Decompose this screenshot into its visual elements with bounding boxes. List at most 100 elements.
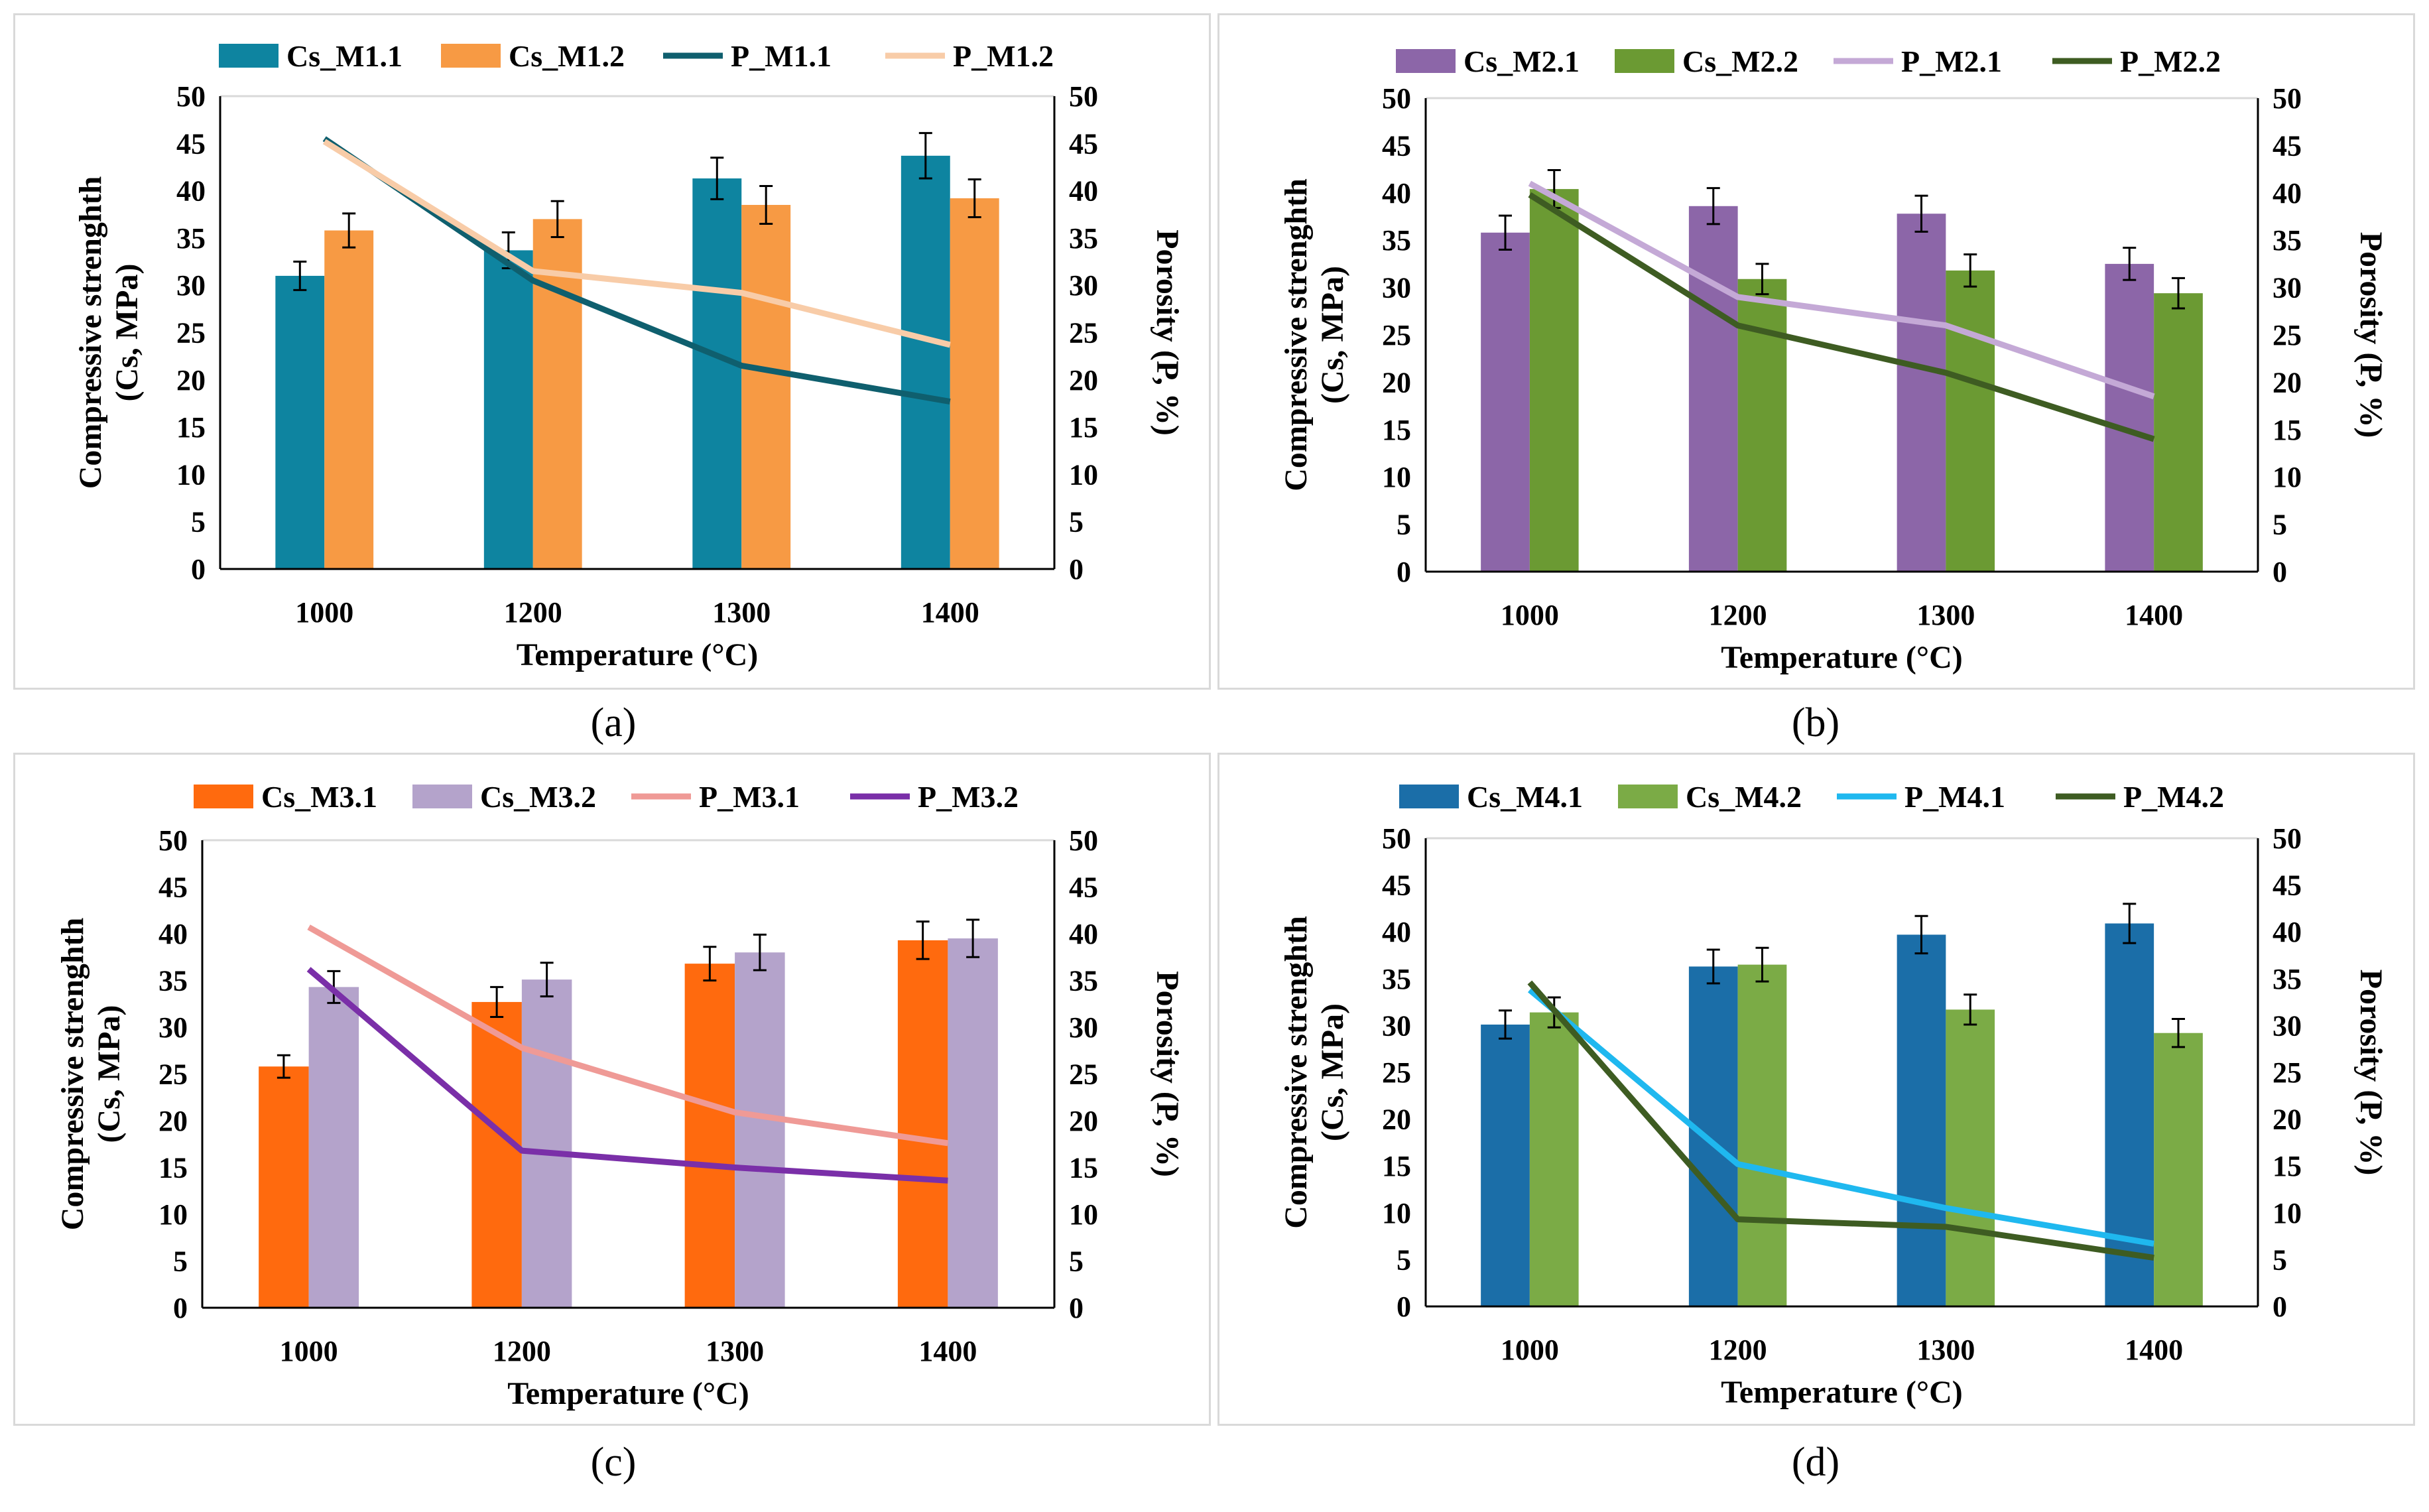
- x-tick-label: 1000: [1501, 599, 1559, 631]
- x-tick-label: 1300: [706, 1335, 764, 1367]
- y-tick-label-left: 40: [1382, 916, 1411, 948]
- y-tick-label-left: 30: [158, 1011, 188, 1044]
- y-tick-label-left: 40: [176, 175, 206, 208]
- x-axis-title: Temperature (°C): [517, 637, 758, 672]
- panel-b-frame: [1217, 13, 2415, 690]
- x-axis-title: Temperature (°C): [1721, 1375, 1962, 1410]
- y-tick-label-left: 45: [1382, 869, 1411, 902]
- y-tick-label-left: 25: [1382, 1056, 1411, 1089]
- y-tick-label-left: 45: [158, 871, 188, 904]
- caption-d: (d): [1791, 1440, 1840, 1485]
- y-tick-label-right: 15: [1069, 1152, 1098, 1184]
- y-tick-label-left: 40: [158, 918, 188, 950]
- legend-label: P_M1.2: [953, 39, 1054, 73]
- y-tick-label-left: 35: [158, 965, 188, 997]
- x-tick-label: 1400: [921, 596, 979, 629]
- y-tick-label-left: 10: [1382, 1197, 1411, 1229]
- legend-label: P_M4.1: [1904, 780, 2005, 814]
- y-tick-label-right: 5: [1069, 506, 1084, 538]
- y-tick-label-right: 20: [2273, 1103, 2302, 1136]
- bar: [1481, 1024, 1530, 1306]
- bar: [1529, 189, 1579, 572]
- y-tick-label-left: 15: [1382, 1150, 1411, 1182]
- legend-swatch: [194, 785, 253, 808]
- y-tick-label-left: 50: [1382, 82, 1411, 115]
- series-line: [1527, 987, 2154, 1247]
- y-tick-label-left: 15: [158, 1152, 188, 1184]
- y-tick-label-left: 10: [1382, 461, 1411, 493]
- y-tick-label-right: 0: [2273, 1291, 2287, 1323]
- caption-c: (c): [590, 1440, 637, 1485]
- bar: [1897, 934, 1946, 1306]
- y2-axis-title: Porosity (P, %): [1150, 229, 1185, 436]
- y-tick-label-left: 10: [158, 1198, 188, 1231]
- series-line: [1527, 980, 2154, 1261]
- bar: [1946, 1009, 1995, 1306]
- y-axis-title-line1: Compressive strenghth: [1278, 178, 1314, 491]
- y-tick-label-left: 20: [176, 364, 206, 397]
- y-tick-label-right: 25: [1069, 1058, 1098, 1091]
- x-axis-title: Temperature (°C): [1721, 640, 1962, 675]
- x-tick-label: 1300: [1916, 1334, 1975, 1366]
- y-tick-label-right: 50: [2273, 82, 2302, 115]
- x-tick-label: 1200: [493, 1335, 551, 1367]
- x-tick-label: 1300: [1916, 599, 1975, 631]
- y-tick-label-right: 40: [1069, 918, 1098, 950]
- legend-label: P_M1.1: [731, 39, 832, 73]
- y-tick-label-right: 35: [2273, 224, 2302, 257]
- bar: [2154, 293, 2203, 572]
- y-tick-label-right: 40: [2273, 177, 2302, 210]
- y-tick-label-left: 5: [173, 1245, 188, 1278]
- y-tick-label-right: 25: [2273, 1056, 2302, 1089]
- y-tick-label-left: 35: [176, 222, 206, 255]
- y-tick-label-left: 15: [176, 411, 206, 444]
- y-tick-label-right: 0: [1069, 1292, 1084, 1324]
- bar: [471, 1001, 522, 1308]
- y-tick-label-left: 50: [176, 80, 206, 113]
- y-tick-label-right: 45: [1069, 871, 1098, 904]
- y-tick-label-right: 35: [1069, 965, 1098, 997]
- legend-label: P_M3.2: [918, 780, 1019, 814]
- y-axis-title-line2: (Cs, MPa): [92, 1005, 127, 1143]
- x-tick-label: 1200: [1709, 1334, 1767, 1366]
- bar: [324, 230, 374, 569]
- legend-swatch: [441, 44, 501, 68]
- bar: [735, 952, 785, 1308]
- y-tick-label-left: 40: [1382, 177, 1411, 210]
- bar: [1481, 232, 1530, 572]
- bar: [483, 250, 533, 569]
- y-tick-label-right: 40: [2273, 916, 2302, 948]
- legend-label: Cs_M3.1: [261, 780, 377, 814]
- bar: [308, 987, 359, 1308]
- legend-label: P_M2.2: [2120, 44, 2221, 78]
- bar: [1897, 214, 1946, 572]
- bar: [1737, 964, 1787, 1306]
- x-tick-label: 1000: [295, 596, 353, 629]
- legend-swatch: [219, 44, 279, 68]
- y-tick-label-right: 45: [2273, 129, 2302, 162]
- bar: [897, 940, 948, 1308]
- y-tick-label-right: 5: [2273, 1243, 2287, 1276]
- y-tick-label-right: 5: [1069, 1245, 1084, 1278]
- y-tick-label-left: 50: [158, 824, 188, 857]
- y-tick-label-left: 25: [158, 1058, 188, 1091]
- legend-label: P_M4.2: [2123, 780, 2224, 814]
- y-tick-label-right: 5: [2273, 509, 2287, 541]
- y-axis-title-line2: (Cs, MPa): [1315, 1003, 1350, 1141]
- y-axis-title-line1: Compressive strenghth: [73, 176, 108, 489]
- y-tick-label-right: 10: [1069, 1198, 1098, 1231]
- bar: [901, 155, 950, 569]
- y-tick-label-left: 30: [1382, 1009, 1411, 1042]
- y-tick-label-left: 30: [1382, 272, 1411, 304]
- y-tick-label-left: 0: [1397, 1291, 1411, 1323]
- bar: [259, 1066, 309, 1308]
- series-line: [307, 924, 949, 1147]
- legend-swatch: [1615, 49, 1674, 73]
- y-tick-label-right: 15: [1069, 411, 1098, 444]
- bar: [1688, 206, 1738, 572]
- bar: [2154, 1033, 2203, 1306]
- y-tick-label-left: 0: [1397, 556, 1411, 588]
- x-tick-label: 1000: [1501, 1334, 1559, 1366]
